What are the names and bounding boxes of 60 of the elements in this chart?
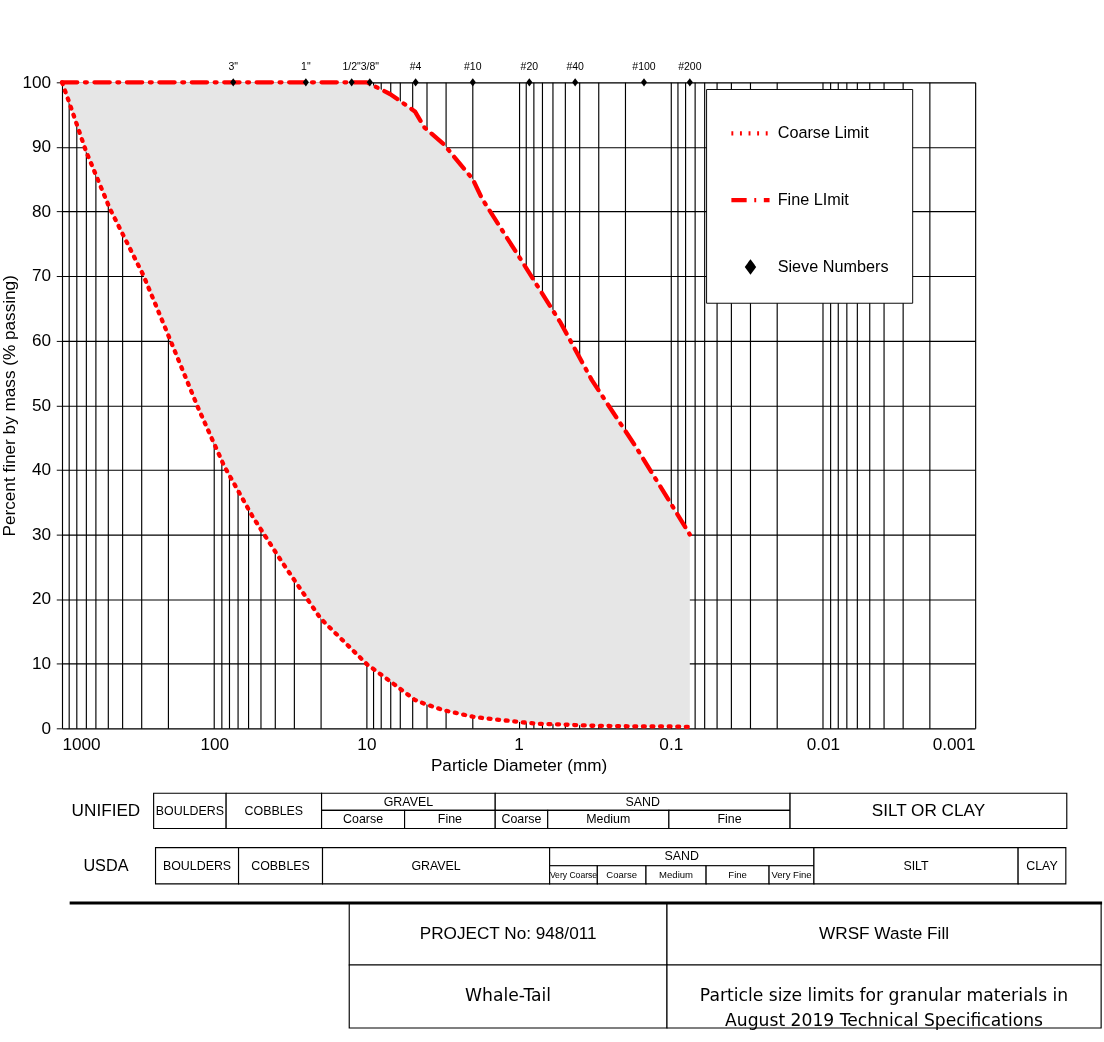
y-tick-label: 0 xyxy=(41,717,52,738)
text: SILT OR CLAY xyxy=(871,799,986,820)
y-tick-label: 10 xyxy=(31,652,52,673)
text: SAND xyxy=(625,794,660,809)
y-axis-title: Percent finer by mass (% passing) xyxy=(0,275,19,537)
text: BOULDERS xyxy=(162,858,232,873)
text: UNIFIED xyxy=(71,799,141,820)
text: GRAVEL xyxy=(383,794,434,809)
x-tick-label: 100 xyxy=(200,733,230,754)
legend-label: Fine LImit xyxy=(777,189,850,208)
legend-label: Coarse Limit xyxy=(777,123,870,142)
text: PROJECT No: 948/011 xyxy=(419,922,597,943)
annotation: 1" xyxy=(301,60,311,72)
text: Very Coarse xyxy=(549,869,598,880)
y-tick-label: 60 xyxy=(31,329,52,350)
y-tick-label: 40 xyxy=(31,459,52,480)
annotation: 3/8" xyxy=(360,60,380,72)
annotation: #20 xyxy=(520,60,539,72)
text: Coarse xyxy=(606,868,638,880)
text: SAND xyxy=(664,849,700,864)
text: Fine xyxy=(437,812,463,827)
x-tick-label: 1000 xyxy=(62,733,101,754)
text: Coarse xyxy=(343,812,384,827)
text: CLAY xyxy=(1026,858,1058,873)
text: Fine xyxy=(717,812,742,827)
text: GRAVEL xyxy=(411,858,461,873)
text: Particle size limits for granular materials in August 2019 Technical Specifications xyxy=(699,985,1069,1031)
legend-label: Sieve Numbers xyxy=(777,256,889,275)
text: Fine xyxy=(728,868,747,880)
text: COBBLES xyxy=(251,858,310,873)
x-tick-label: 0.1 xyxy=(659,733,684,754)
text: BOULDERS xyxy=(155,803,224,818)
x-tick-label: 10 xyxy=(357,733,377,754)
annotation: #200 xyxy=(678,60,702,72)
text: Whale-Tail xyxy=(465,985,552,1006)
text: Coarse xyxy=(501,812,542,827)
y-tick-label: 100 xyxy=(22,71,52,92)
text: USDA xyxy=(83,855,129,874)
text: SILT xyxy=(903,858,930,873)
text: WRSF Waste Fill xyxy=(819,922,950,943)
x-tick-label: 1 xyxy=(514,733,524,754)
y-tick-label: 90 xyxy=(31,136,52,157)
text: COBBLES xyxy=(244,803,304,818)
y-tick-label: 80 xyxy=(31,200,52,221)
x-axis-title: Particle Diameter (mm) xyxy=(430,754,608,775)
x-tick-label: 0.001 xyxy=(932,733,976,754)
annotation: 3" xyxy=(228,60,239,72)
annotation: #100 xyxy=(632,60,656,72)
text: Medium xyxy=(586,812,631,827)
y-tick-label: 30 xyxy=(31,523,52,544)
text: Medium xyxy=(659,868,694,880)
x-tick-label: 0.01 xyxy=(806,733,841,754)
text: Very Fine xyxy=(771,868,812,880)
annotation: #10 xyxy=(464,60,482,72)
annotation: 1/2" xyxy=(342,60,362,72)
y-tick-label: 50 xyxy=(31,394,52,415)
annotation: #40 xyxy=(566,60,585,72)
annotation: #4 xyxy=(409,60,422,72)
y-tick-label: 70 xyxy=(31,265,52,286)
y-tick-label: 20 xyxy=(31,588,52,609)
